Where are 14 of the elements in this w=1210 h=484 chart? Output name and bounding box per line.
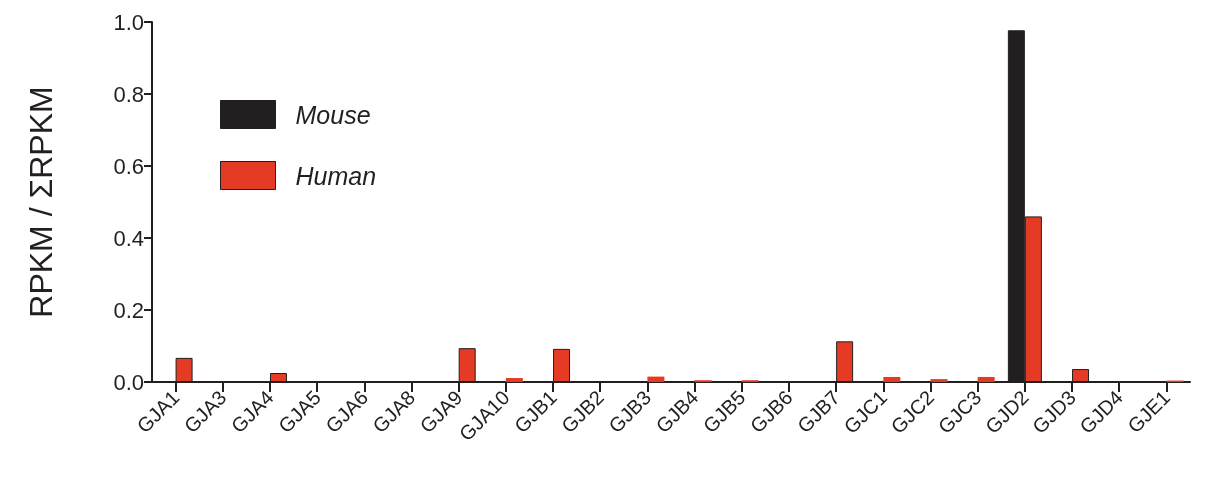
bar xyxy=(977,376,995,382)
bar xyxy=(930,379,948,382)
bar xyxy=(647,376,665,382)
legend-label: Human xyxy=(295,161,377,190)
y-tick-label: 1.0 xyxy=(113,9,144,35)
bar xyxy=(883,376,901,382)
y-tick-label: 0.0 xyxy=(113,369,144,395)
y-axis-title: RPKM / ΣRPKM xyxy=(23,86,59,318)
y-tick-label: 0.4 xyxy=(113,225,144,251)
y-tick-label: 0.8 xyxy=(113,81,144,107)
y-tick-label: 0.2 xyxy=(113,297,144,323)
bar xyxy=(505,378,523,382)
y-tick-label: 0.6 xyxy=(113,153,144,179)
legend-label: Mouse xyxy=(295,100,371,129)
